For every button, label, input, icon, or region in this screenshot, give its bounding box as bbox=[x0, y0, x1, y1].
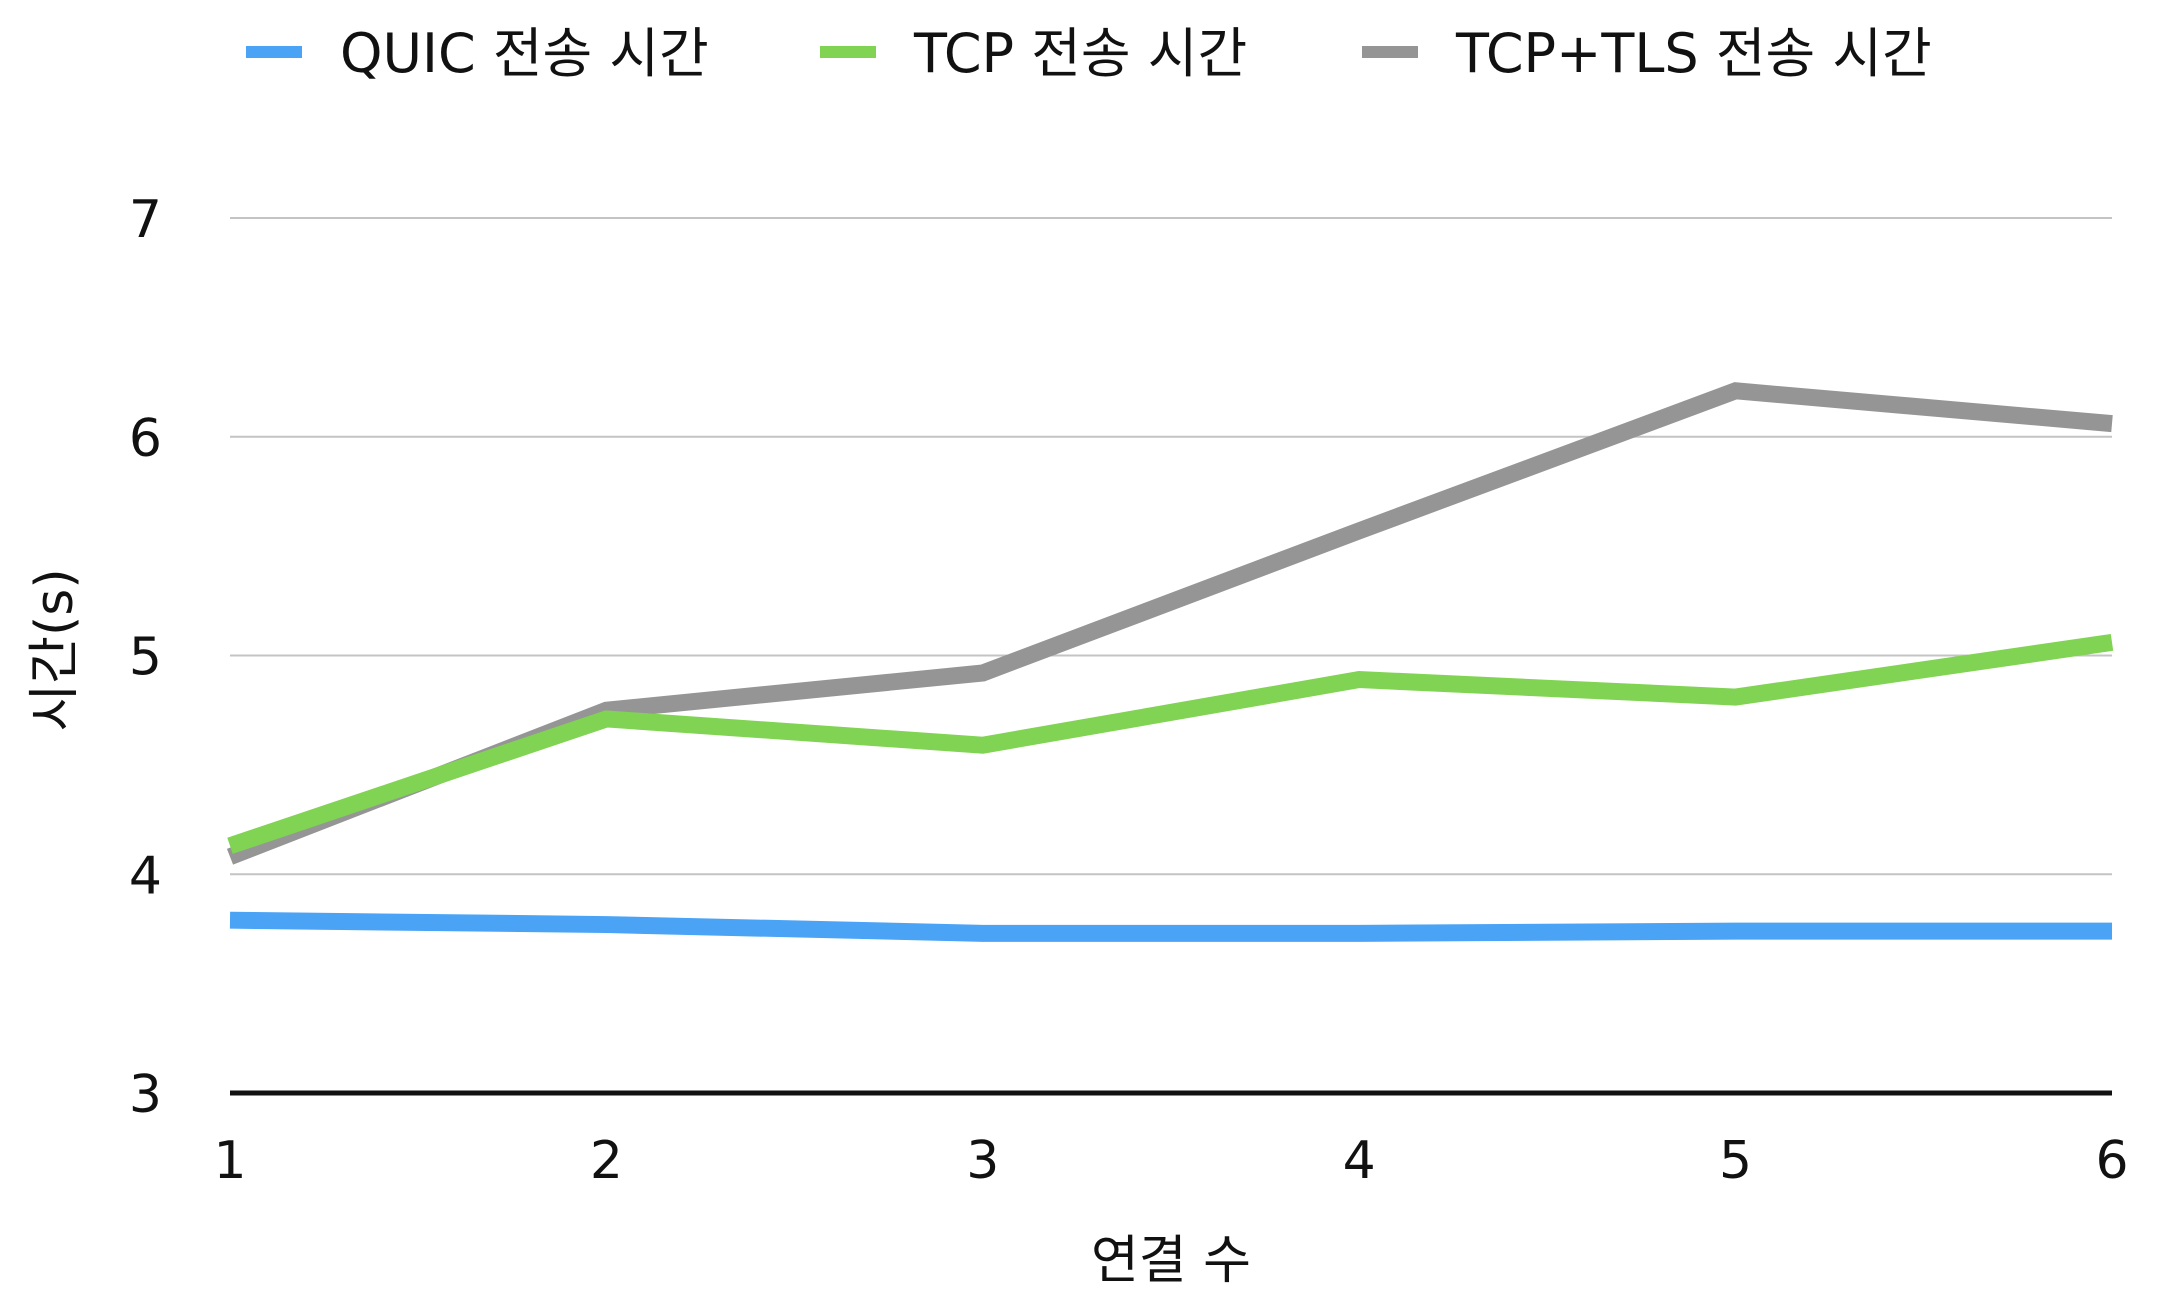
series-line-0 bbox=[229, 911, 2112, 942]
x-axis-title: 연결 수 bbox=[1091, 1231, 1251, 1291]
y-axis-title: 시간(s) bbox=[25, 568, 85, 731]
legend-label-2: TCP+TLS 전송 시간 bbox=[1455, 22, 1932, 85]
y-tick-label-7: 7 bbox=[129, 190, 162, 250]
series-line-1 bbox=[227, 633, 2114, 854]
y-tick-label-6: 6 bbox=[129, 409, 162, 469]
x-tick-label-3: 3 bbox=[966, 1131, 999, 1191]
legend-label-0: QUIC 전송 시간 bbox=[340, 22, 709, 85]
series-line-2 bbox=[226, 382, 2113, 865]
y-axis-ticks: 3 4 5 6 7 bbox=[129, 190, 162, 1125]
x-tick-label-4: 4 bbox=[1343, 1131, 1376, 1191]
x-tick-label-1: 1 bbox=[213, 1131, 246, 1191]
x-tick-label-5: 5 bbox=[1719, 1131, 1752, 1191]
y-tick-label-5: 5 bbox=[129, 628, 162, 688]
y-tick-label-3: 3 bbox=[129, 1065, 162, 1125]
gridlines bbox=[230, 217, 2112, 876]
legend: QUIC 전송 시간 TCP 전송 시간 TCP+TLS 전송 시간 bbox=[246, 22, 1932, 85]
legend-label-1: TCP 전송 시간 bbox=[913, 22, 1247, 85]
y-tick-label-4: 4 bbox=[129, 846, 162, 906]
x-tick-label-6: 6 bbox=[2095, 1131, 2128, 1191]
series-lines bbox=[226, 382, 2114, 942]
x-axis-ticks: 1 2 3 4 5 6 bbox=[213, 1131, 2128, 1191]
x-tick-label-2: 2 bbox=[590, 1131, 623, 1191]
